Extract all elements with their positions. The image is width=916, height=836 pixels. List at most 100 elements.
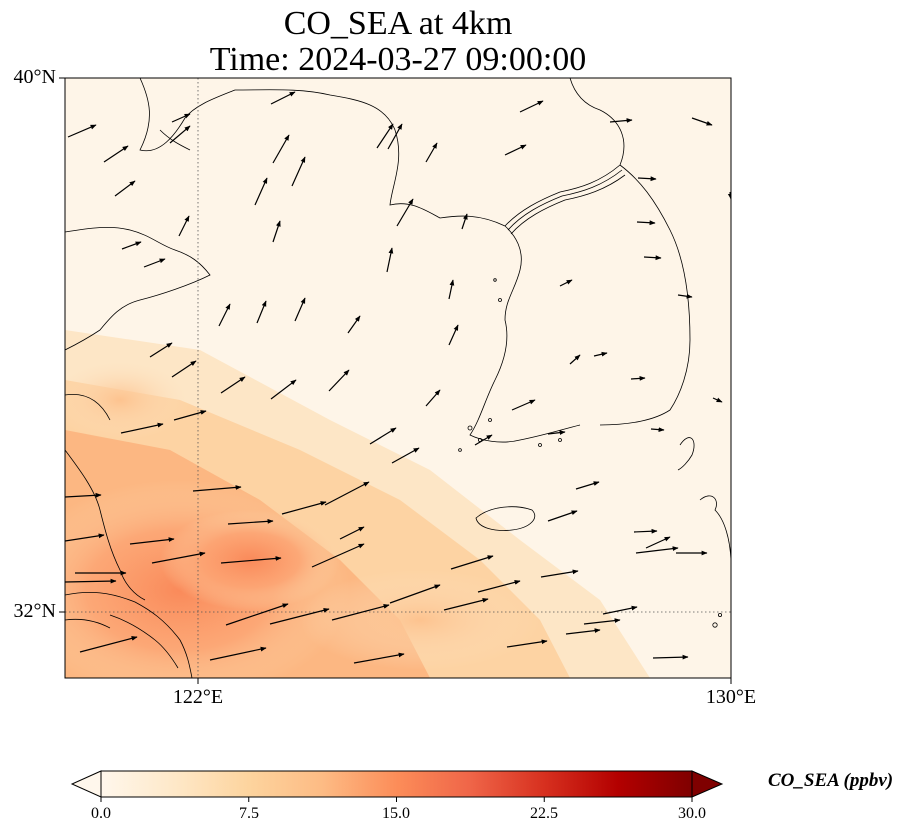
wind-arrow [281, 501, 327, 515]
wind-arrow [443, 597, 489, 611]
wind-arrow [311, 543, 365, 568]
wind-arrow [633, 528, 658, 534]
wind-arrow [369, 427, 397, 445]
colorbar-max-extension [691, 770, 724, 798]
wind-arrow [65, 578, 117, 584]
wind-arrow [547, 430, 566, 436]
wind-arrow [636, 220, 656, 226]
wind-arrow [129, 537, 175, 545]
wind-arrow [347, 315, 361, 334]
wind-arrow [120, 422, 164, 434]
y-tick-label-32n: 32°N [13, 600, 56, 622]
wind-arrow [540, 569, 579, 578]
colorbar-tick-22-5: 22.5 [530, 805, 558, 822]
wind-arrow [677, 293, 693, 299]
colorbar-tick-30: 30.0 [678, 805, 706, 822]
colorbar-tick-15: 15.0 [382, 805, 410, 822]
wind-arrow [569, 354, 581, 365]
wind-arrow [254, 177, 268, 206]
wind-arrow [269, 608, 330, 625]
wind-arrow [173, 410, 207, 421]
wind-arrow [149, 342, 173, 358]
wind-arrow [511, 399, 536, 411]
wind-arrow [192, 485, 242, 492]
wind-arrow [691, 117, 713, 126]
wind-arrow [171, 360, 197, 378]
map-frame [64, 77, 732, 679]
wind-arrow [609, 118, 633, 123]
wind-arrow [294, 297, 306, 322]
wind-arrow [565, 628, 601, 635]
wind-arrow [559, 279, 573, 287]
wind-arrow [389, 584, 441, 604]
wind-arrow [547, 510, 578, 522]
wind-arrow [593, 351, 608, 357]
colorbar-label: CO_SEA (ppbv) [768, 770, 894, 791]
wind-arrow [353, 652, 405, 664]
wind-arrow [519, 100, 544, 113]
wind-arrow [583, 618, 621, 625]
map-panel [65, 78, 731, 678]
wind-arrow [79, 636, 138, 653]
wind-arrow [272, 134, 290, 164]
wind-arrow [645, 536, 671, 549]
wind-arrow [504, 144, 527, 156]
y-tick-label-40n: 40°N [13, 66, 56, 88]
wind-arrow [331, 604, 390, 621]
wind-arrow [387, 123, 403, 150]
wind-arrow [218, 303, 231, 327]
colorbar-tick-7-5: 7.5 [239, 805, 259, 822]
wind-arrow [339, 526, 365, 540]
wind-arrow [396, 198, 414, 227]
wind-arrow [67, 124, 97, 138]
wind-arrow [637, 176, 657, 182]
wind-arrow [225, 603, 289, 626]
wind-arrow [256, 300, 267, 324]
wind-arrow [324, 481, 370, 506]
gridlines [65, 78, 731, 678]
map-title: CO_SEA at 4km [283, 5, 513, 42]
wind-arrow [328, 369, 350, 392]
wind-arrow [450, 555, 494, 570]
wind-arrow [386, 247, 394, 273]
wind-arrow [652, 654, 689, 660]
wind-arrow [103, 145, 129, 163]
wind-arrow [643, 255, 662, 261]
x-tick-label-122e: 122°E [172, 686, 224, 708]
wind-arrow [121, 241, 142, 250]
colorbar-tick-0: 0.0 [91, 805, 111, 822]
wind-arrow [712, 397, 723, 403]
wind-arrow [270, 91, 296, 105]
wind-arrow [477, 580, 521, 593]
axis-ticks [59, 77, 732, 684]
wind-arrow [291, 156, 306, 187]
colorbar [70, 770, 724, 802]
wind-arrow [270, 379, 297, 400]
wind-arrow [65, 533, 105, 542]
wind-arrow [461, 213, 468, 230]
wind-arrow [220, 376, 246, 394]
wind-arrow [114, 180, 136, 197]
wind-arrow [602, 605, 638, 615]
wind-arrow [227, 518, 274, 525]
wind-arrow [171, 113, 191, 123]
wind-arrow [635, 546, 679, 554]
wind-arrow [474, 434, 493, 446]
wind-arrow [178, 215, 190, 237]
map-subtitle-time: Time: 2024-03-27 09:00:00 [209, 41, 587, 78]
wind-arrow [630, 375, 646, 381]
wind-arrow [575, 481, 600, 490]
wind-arrow [65, 492, 102, 498]
wind-arrow [143, 258, 166, 268]
colorbar-gradient [101, 771, 692, 797]
wind-arrow [220, 556, 282, 564]
x-tick-label-130e: 130°E [705, 686, 757, 708]
wind-vectors [65, 91, 731, 664]
wind-arrow [169, 125, 191, 144]
wind-arrow [376, 123, 394, 149]
wind-arrow [506, 639, 548, 648]
wind-arrow [272, 220, 281, 243]
wind-arrow [448, 279, 455, 300]
colorbar-min-extension [70, 770, 102, 798]
